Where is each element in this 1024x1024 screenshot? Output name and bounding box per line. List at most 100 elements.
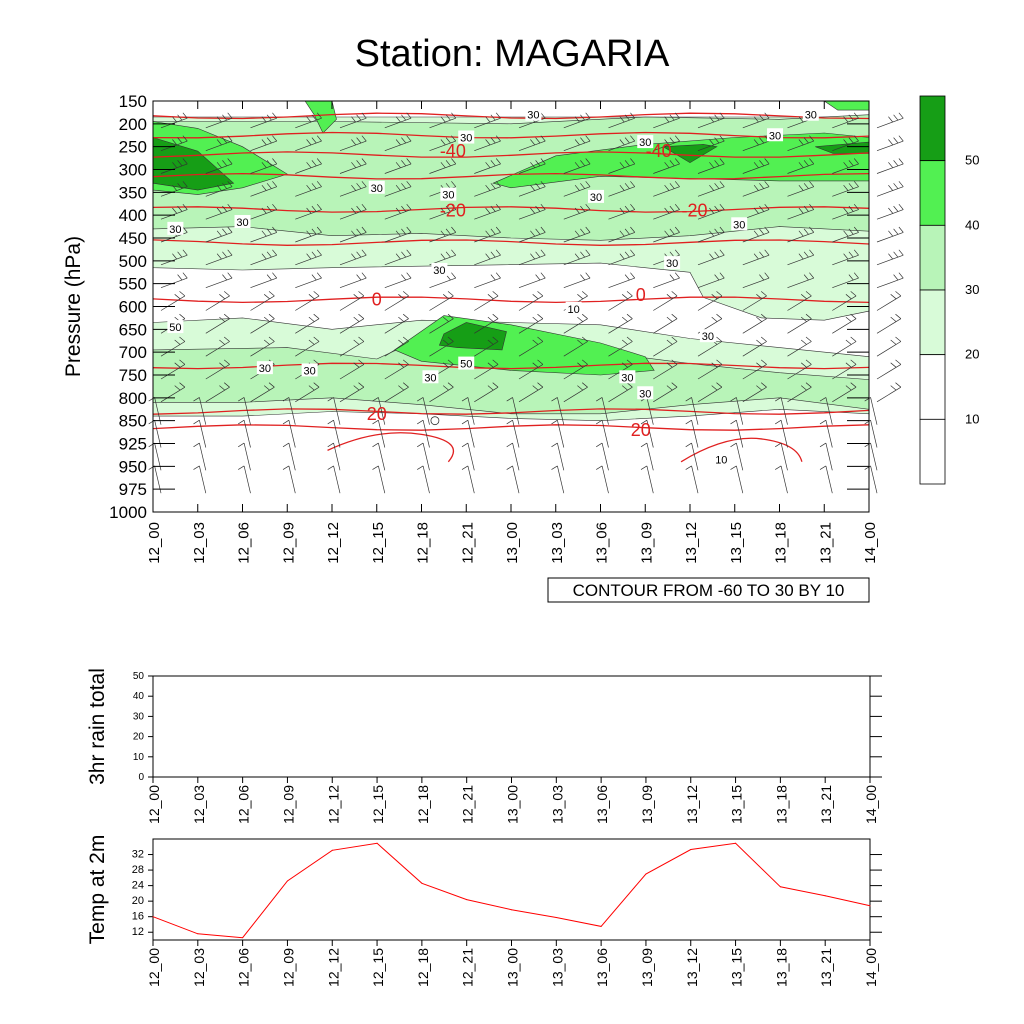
contour-label-bg	[440, 187, 457, 201]
x-tick-label: 13_18	[773, 522, 790, 564]
wind-contour-label: 30	[639, 388, 651, 400]
wind-barb	[563, 382, 588, 403]
x-tick-label: 12_03	[191, 522, 208, 564]
wind-barb	[205, 158, 233, 174]
wind-contour-label: 30	[259, 363, 271, 375]
wind-barb	[205, 181, 233, 197]
y-axis-label: 3hr rain total	[86, 668, 109, 785]
data-point	[824, 895, 826, 897]
wind-contour-label: 30	[424, 372, 436, 384]
x-tick-label: 13_15	[729, 948, 745, 987]
wind-barb	[339, 359, 365, 380]
contour-label-bg	[588, 189, 605, 203]
wind-barb	[372, 397, 386, 425]
legend-label: 40	[965, 217, 979, 232]
wind-barb	[429, 112, 457, 129]
wind-barb	[518, 313, 544, 334]
data-point	[152, 916, 154, 918]
wind-barb	[608, 249, 636, 266]
wind-contour-label: 30	[621, 372, 633, 384]
wind-barb	[205, 291, 230, 311]
wind-barb	[551, 419, 565, 448]
temperature-contour-label: -40	[440, 141, 466, 161]
isotherm-line	[152, 239, 870, 246]
wind-barb	[295, 336, 320, 357]
wind-barb	[518, 382, 544, 403]
wind-barb	[250, 226, 278, 243]
wind-barb	[384, 313, 409, 334]
legend-label: 20	[965, 347, 979, 362]
wind-barb	[429, 249, 457, 266]
y-tick-label: 10	[133, 752, 145, 763]
legend-label: 50	[965, 153, 979, 168]
wind-barb	[742, 249, 770, 266]
wind-barb	[787, 359, 812, 380]
wind-barb	[608, 382, 633, 403]
data-point	[511, 776, 512, 778]
wind-barb	[787, 382, 812, 403]
y-tick-label: 300	[119, 161, 147, 180]
wind-contour-label: 30	[590, 192, 602, 204]
wind-barb	[474, 158, 501, 174]
wind-barb	[819, 465, 833, 494]
wind-barb	[876, 135, 904, 152]
wind-barb	[697, 291, 723, 311]
wind-barb	[563, 359, 588, 380]
wind-barb	[160, 382, 186, 403]
wind-barb	[819, 397, 833, 425]
data-point	[869, 776, 871, 778]
x-tick-label: 13_00	[505, 785, 521, 824]
x-tick-label: 13_21	[818, 785, 834, 824]
x-tick-label: 13_21	[818, 948, 834, 987]
wind-barb	[518, 272, 546, 289]
contour-label-bg	[637, 135, 654, 149]
wind-barb	[787, 226, 815, 243]
contour-label-bg	[637, 386, 654, 400]
wind-barb	[832, 181, 859, 197]
wind-barb	[563, 226, 591, 243]
wind-barb	[384, 181, 412, 197]
wind-barb	[429, 135, 457, 152]
temperature-contour-label: 0	[372, 290, 382, 310]
wind-barb	[474, 336, 499, 357]
wind-barb	[685, 465, 699, 494]
wind-barb	[742, 112, 770, 129]
wind-barb	[742, 313, 767, 334]
wind-barb	[775, 397, 788, 425]
wind-barb	[832, 135, 859, 152]
wind-barb	[876, 272, 904, 289]
temperature-contour-label: -40	[646, 141, 672, 161]
wind-barb	[295, 382, 320, 403]
x-tick-label: 12_03	[191, 785, 207, 824]
data-point	[690, 848, 692, 850]
wind-barb	[327, 419, 341, 448]
wind-barb	[608, 112, 636, 129]
wind-contour-label: 30	[702, 331, 714, 343]
wind-barb	[160, 336, 186, 357]
wind-barb	[563, 313, 588, 334]
temperature-contour-label: -20	[440, 201, 466, 221]
wind-barb	[238, 442, 251, 471]
wind-barb	[685, 442, 699, 471]
wind-barb	[429, 158, 457, 174]
contour-label-bg	[565, 301, 582, 315]
contour-label-bg	[664, 256, 681, 270]
wind-barb	[876, 181, 904, 197]
x-tick-label: 12_00	[146, 522, 163, 564]
wind-barb	[295, 249, 322, 266]
wind-barb	[685, 397, 699, 425]
wind-barb	[653, 272, 680, 289]
wind-barb	[417, 397, 430, 425]
wind-barb	[250, 382, 275, 403]
x-tick-label: 12_18	[415, 522, 432, 564]
x-tick-label: 12_18	[415, 785, 431, 824]
y-tick-label: 12	[132, 926, 144, 938]
data-point	[421, 882, 423, 884]
wind-barb	[787, 313, 812, 334]
wind-barb	[832, 382, 857, 403]
wind-barb	[730, 397, 744, 425]
contour-label-bg	[422, 370, 439, 384]
panel-frame	[152, 675, 871, 778]
temperature-contour-label: 20	[367, 404, 387, 424]
wind-barb	[518, 291, 544, 311]
